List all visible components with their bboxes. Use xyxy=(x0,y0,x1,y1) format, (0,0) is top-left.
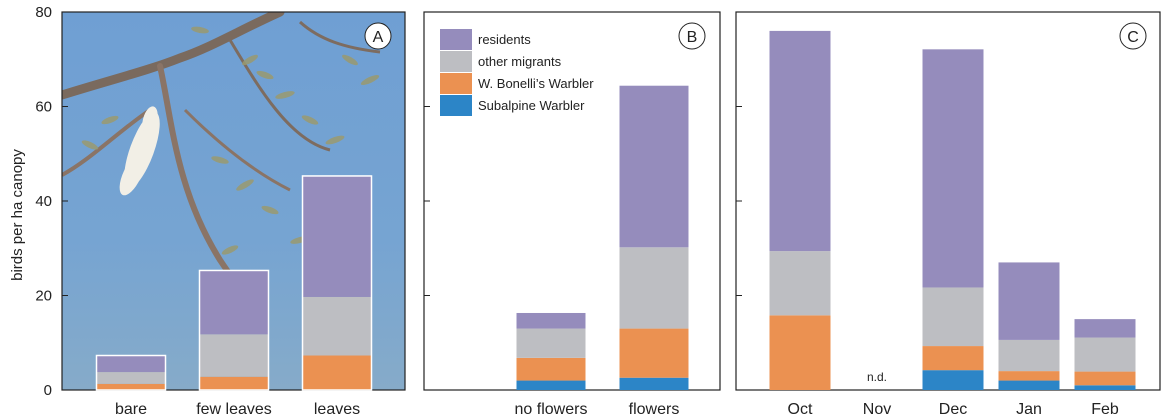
white-flower-cluster-illustration xyxy=(119,106,160,196)
y-tick-label: 80 xyxy=(35,4,52,21)
legend-swatch-subalpine xyxy=(440,95,472,116)
bar-segment-residents-no-flowers xyxy=(516,312,586,329)
legend-label-residents: residents xyxy=(478,32,531,47)
bar-segment-bonelli-oct xyxy=(769,315,831,390)
bar-segment-bonelli-dec xyxy=(922,346,984,371)
legend: residents other migrants W. Bonelli’s Warb… xyxy=(440,29,594,116)
legend-swatch-other-migrants xyxy=(440,51,472,72)
y-axis: birds per ha canopy 0 20 40 60 80 xyxy=(9,4,52,399)
panel-letter-c: C xyxy=(1127,29,1139,46)
bar-segment-bonelli-few-leaves xyxy=(199,376,269,390)
panel-letter-a: A xyxy=(373,29,384,46)
bar-segment-other-migrants-dec xyxy=(922,287,984,347)
bar-segment-residents-dec xyxy=(922,49,984,288)
y-tick-label: 0 xyxy=(44,382,52,399)
y-axis-label: birds per ha canopy xyxy=(9,149,26,281)
bar-outline-few-leaves xyxy=(198,269,270,391)
panel-c: Oct Nov Dec Jan Feb n.d. xyxy=(735,11,1161,417)
bar-segment-residents-bare xyxy=(96,355,166,373)
bar-segment-subalpine-feb xyxy=(1074,385,1136,390)
x-tick-label-oct: Oct xyxy=(788,401,813,417)
panel-b: no flowers flowers residents other migrant… xyxy=(423,11,721,417)
bar-segment-bonelli-bare xyxy=(96,383,166,390)
bar-segment-bonelli-leaves xyxy=(302,355,372,390)
y-tick-label: 20 xyxy=(35,288,52,305)
x-tick-label-flowers: flowers xyxy=(629,401,680,417)
bar-segment-residents-feb xyxy=(1074,319,1136,338)
panel-letter-badge-b xyxy=(678,22,706,50)
legend-swatch-residents xyxy=(440,29,472,50)
x-tick-label-dec: Dec xyxy=(939,401,967,417)
bar-segment-residents-few-leaves xyxy=(199,270,269,335)
bar-segment-residents-jan xyxy=(998,262,1060,340)
x-tick-label-feb: Feb xyxy=(1091,401,1119,417)
panel-letter-badge-c xyxy=(1119,22,1147,50)
x-tick-label-bare: bare xyxy=(115,401,147,417)
bar-segment-other-migrants-feb xyxy=(1074,337,1136,372)
bar-segment-bonelli-feb xyxy=(1074,371,1136,386)
bar-segment-other-migrants-jan xyxy=(998,339,1060,372)
bar-segment-subalpine-no-flowers xyxy=(516,380,586,390)
bar-segment-bonelli-flowers xyxy=(619,328,689,378)
bar-segment-subalpine-dec xyxy=(922,370,984,390)
bar-outline-bare xyxy=(95,354,167,391)
bar-segment-other-migrants-oct xyxy=(769,251,831,316)
legend-swatch-bonelli xyxy=(440,73,472,94)
bar-segment-bonelli-jan xyxy=(998,371,1060,381)
y-tick-label: 60 xyxy=(35,99,52,116)
bar-segment-bonelli-no-flowers xyxy=(516,357,586,381)
bar-segment-other-migrants-no-flowers xyxy=(516,328,586,358)
panel-letter-b: B xyxy=(687,29,698,46)
annotation-n-d: n.d. xyxy=(867,370,887,384)
y-tick-label: 40 xyxy=(35,193,52,210)
x-tick-label-nov: Nov xyxy=(863,401,891,417)
bar-segment-other-migrants-flowers xyxy=(619,247,689,329)
legend-label-other-migrants: other migrants xyxy=(478,54,562,69)
bar-segment-subalpine-flowers xyxy=(619,377,689,390)
bar-segment-subalpine-jan xyxy=(998,380,1060,390)
bar-segment-residents-flowers xyxy=(619,85,689,248)
legend-label-subalpine: Subalpine Warbler xyxy=(478,98,585,113)
bar-segment-other-migrants-few-leaves xyxy=(199,334,269,377)
bar-segment-other-migrants-leaves xyxy=(302,296,372,356)
bar-segment-other-migrants-bare xyxy=(96,372,166,384)
tree-branch-illustration xyxy=(62,12,285,100)
x-tick-label-jan: Jan xyxy=(1016,401,1042,417)
panel-a: bare few leaves leaves xyxy=(61,11,406,417)
x-tick-label-no-flowers: no flowers xyxy=(515,401,588,417)
bar-segment-residents-leaves xyxy=(302,175,372,297)
legend-label-bonelli: W. Bonelli’s Warbler xyxy=(478,76,594,91)
x-tick-label-leaves: leaves xyxy=(314,401,360,417)
bar-outline-leaves xyxy=(301,175,373,391)
bar-segment-residents-oct xyxy=(769,30,831,252)
panel-letter-badge-a xyxy=(364,22,392,50)
x-tick-label-few-leaves: few leaves xyxy=(196,401,272,417)
